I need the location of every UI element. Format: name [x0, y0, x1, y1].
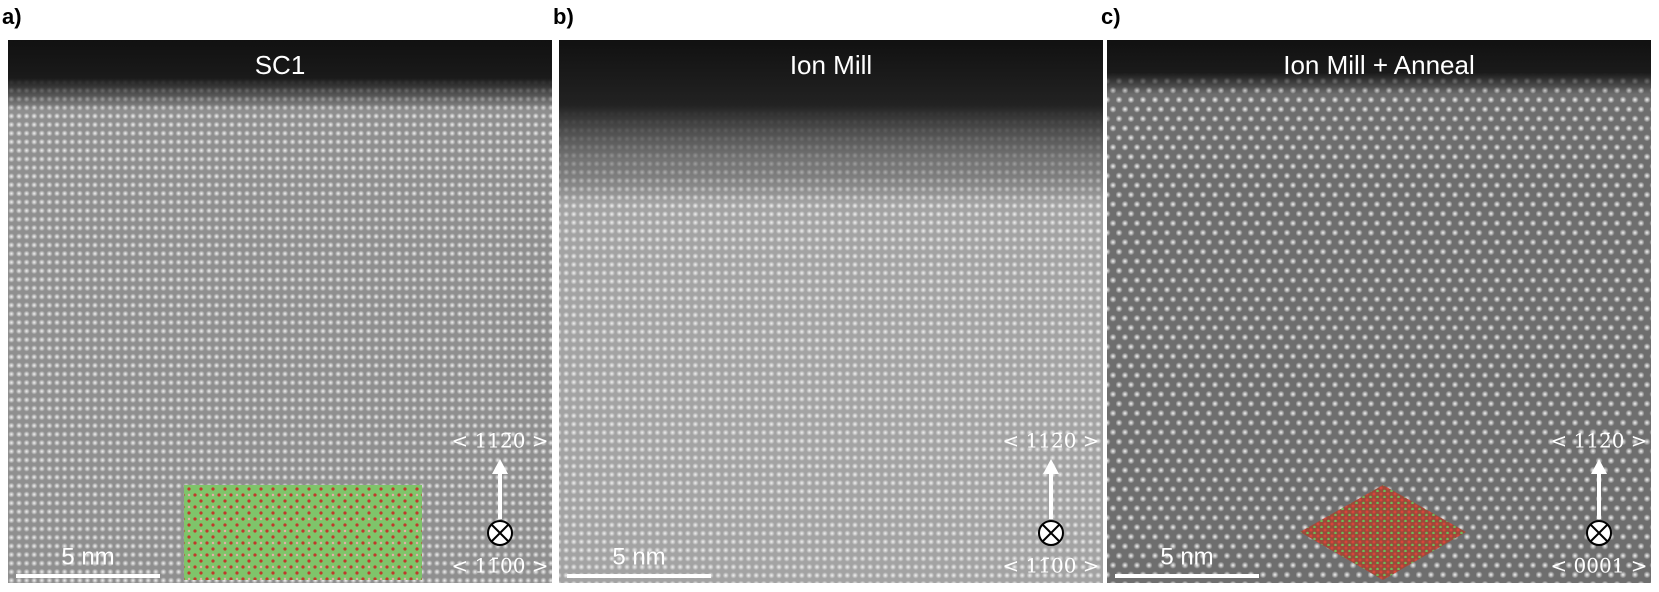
panel: b) Ion Mill < 112̄0 > < 11̄00 > 5 nm [553, 4, 1103, 583]
direction-label: < 112̄0 > [1002, 429, 1099, 453]
zone-axis-cross [1590, 524, 1608, 542]
direction-label: < 112̄0 > [451, 429, 548, 453]
panel-label: b) [553, 4, 574, 29]
panel: a) SC1 < 112̄0 > < 11̄00 > 5 nm [2, 4, 552, 583]
arrow-head [1043, 459, 1059, 474]
scale-bar-label: 5 nm [1160, 543, 1213, 570]
scale-bar-label: 5 nm [61, 543, 114, 570]
panel: c) Ion Mill + Anneal < 112̄0 > < 0001 > 5 nm [1101, 4, 1651, 583]
panel-title: Ion Mill [790, 50, 872, 80]
arrow-head [1591, 459, 1607, 474]
crystal-model [184, 485, 422, 580]
direction-label: < 11̄00 > [451, 554, 548, 578]
direction-label: < 11̄00 > [1002, 554, 1099, 578]
direction-label: < 112̄0 > [1550, 429, 1647, 453]
scale-bar-label: 5 nm [612, 543, 665, 570]
crystal-model [1300, 485, 1466, 580]
direction-label: < 0001 > [1550, 554, 1647, 578]
zone-axis-cross [491, 524, 509, 542]
vacuum-region [559, 40, 1103, 583]
panel-title: SC1 [255, 50, 306, 80]
panel-label: c) [1101, 4, 1121, 29]
panel-title: Ion Mill + Anneal [1283, 50, 1475, 80]
arrow-head [492, 459, 508, 474]
panel-label: a) [2, 4, 22, 29]
zone-axis-cross [1042, 524, 1060, 542]
